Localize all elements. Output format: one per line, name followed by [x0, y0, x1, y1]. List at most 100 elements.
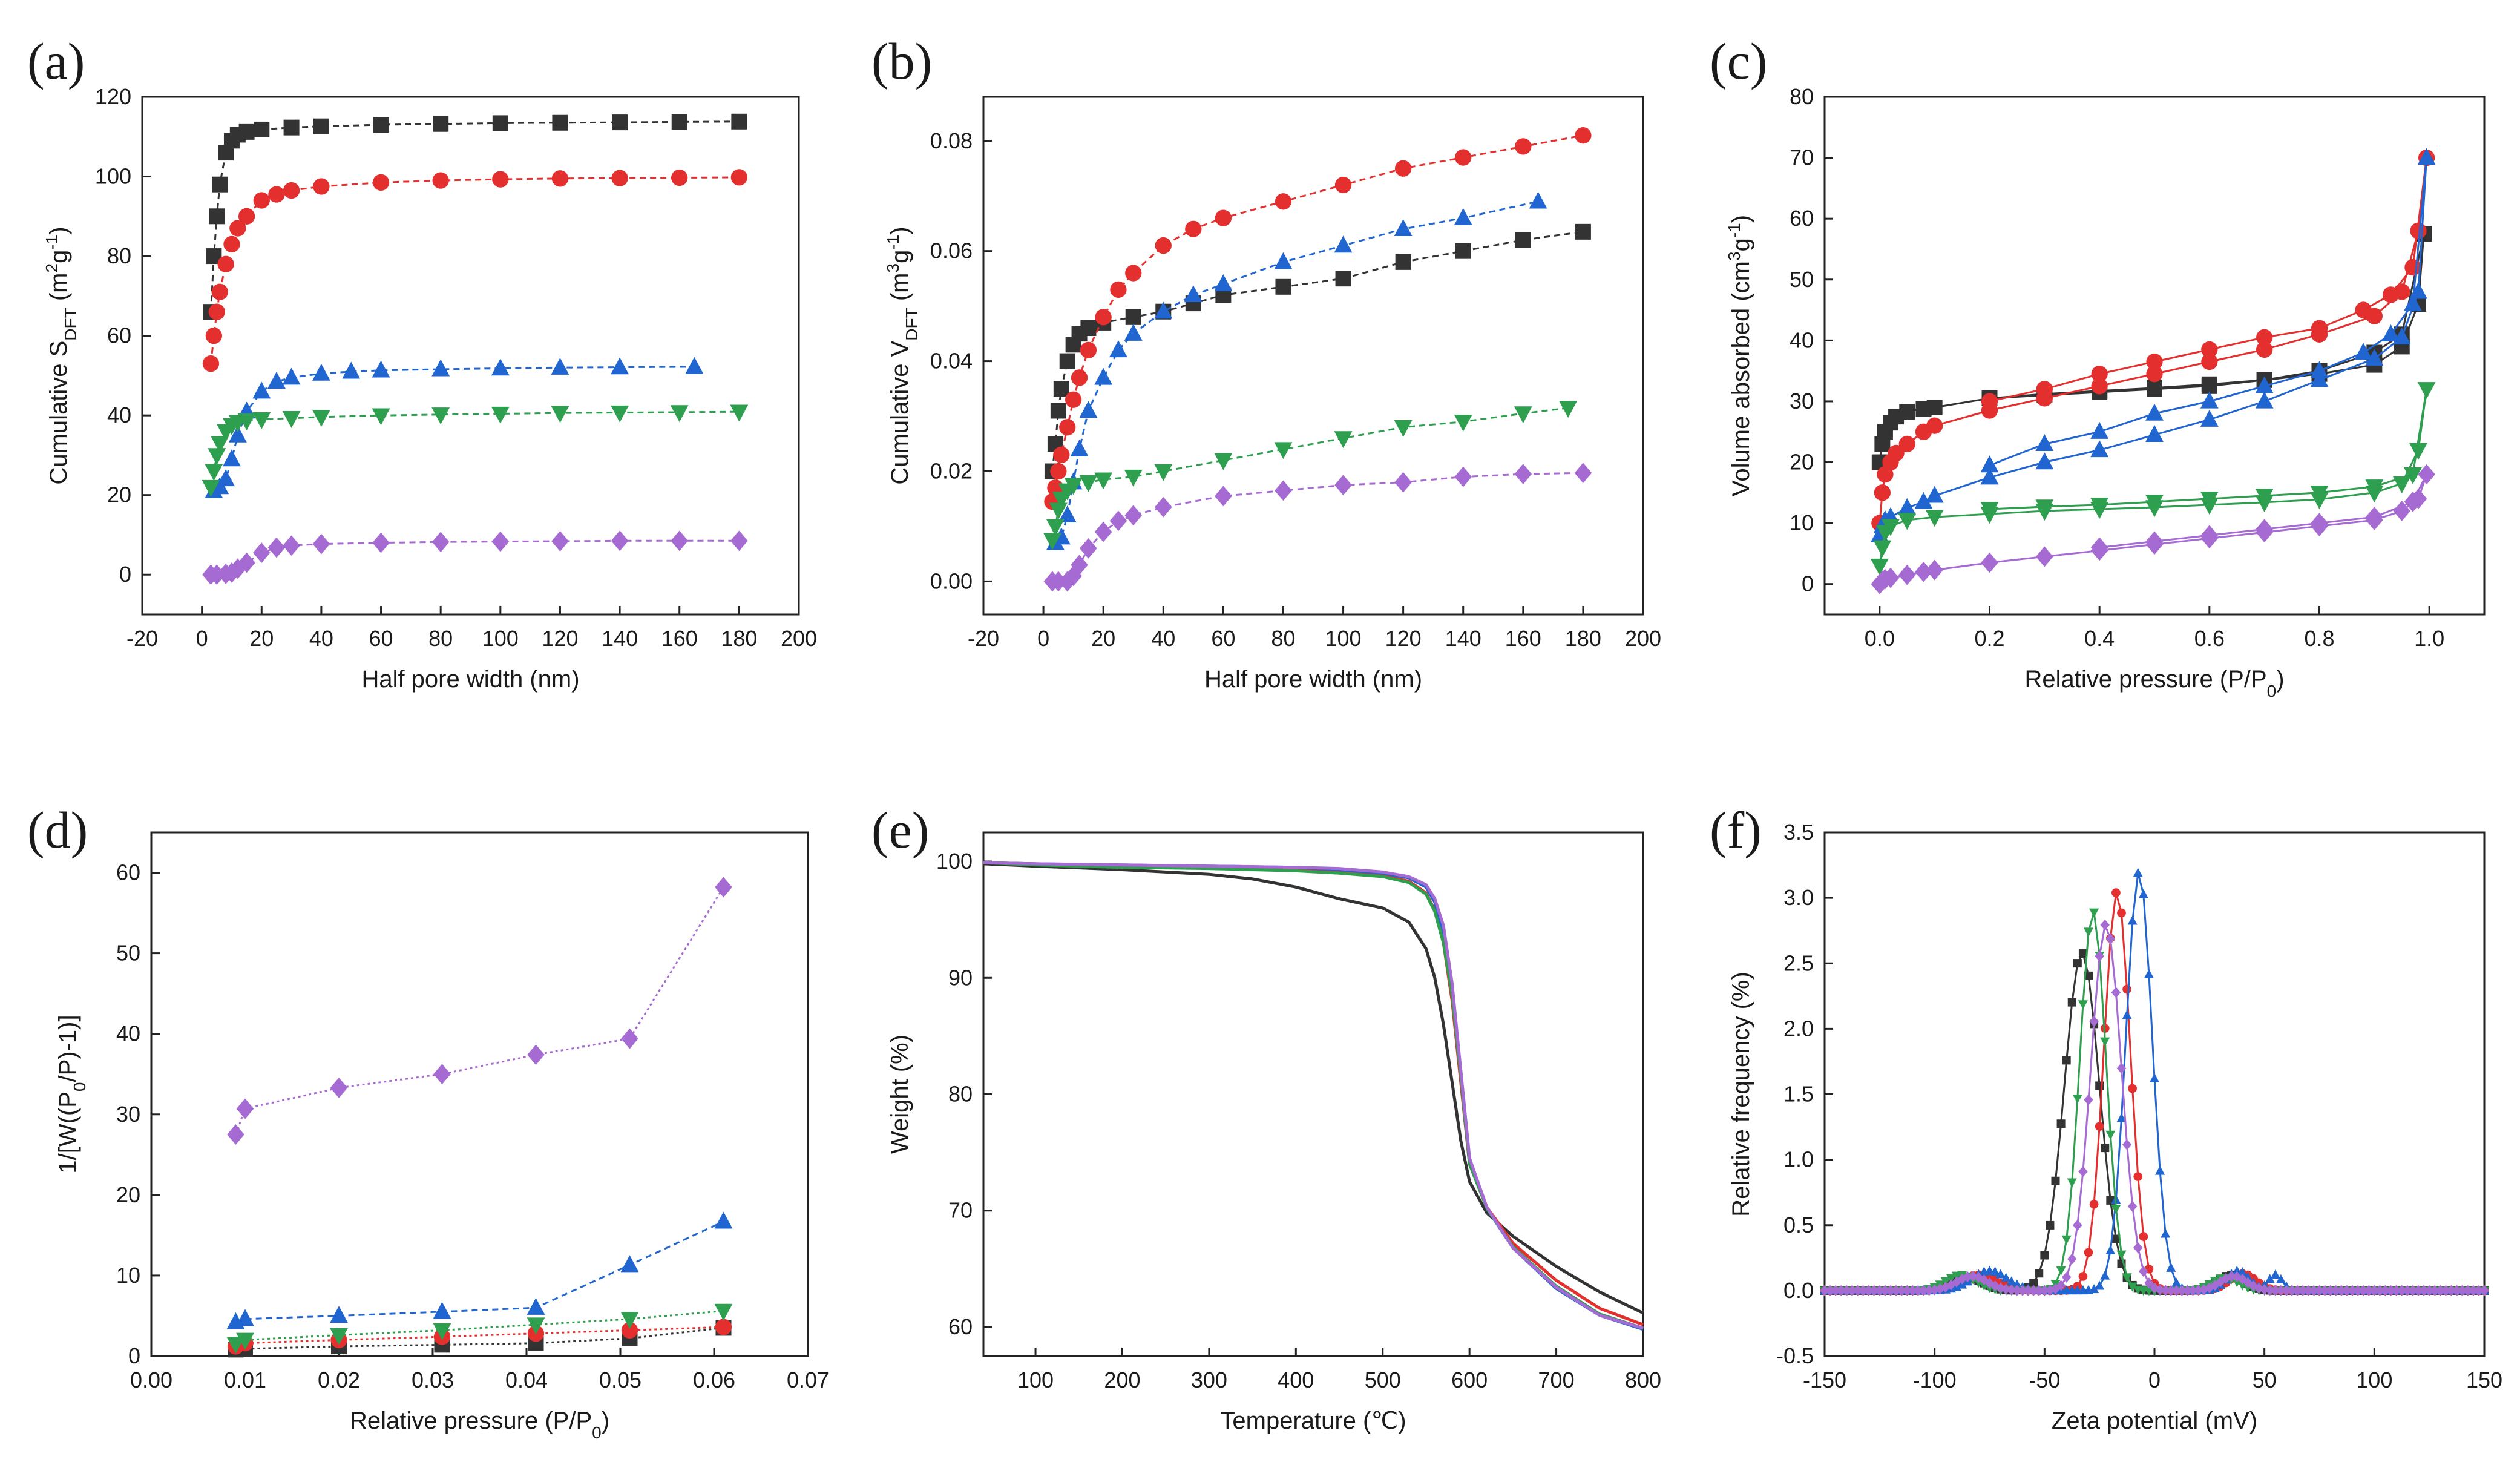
data-point	[2145, 531, 2164, 552]
data-point	[2391, 1285, 2401, 1296]
data-point	[2226, 1271, 2236, 1282]
data-point	[1918, 1285, 1929, 1296]
data-point	[2320, 1285, 2330, 1296]
data-point	[1394, 472, 1412, 493]
data-point	[1275, 193, 1292, 210]
data-point	[1926, 417, 1943, 434]
data-point	[431, 532, 450, 553]
data-point	[620, 1312, 639, 1329]
data-point	[2111, 1204, 2121, 1214]
data-point	[551, 531, 569, 552]
y-tick-label: 20	[116, 1182, 140, 1207]
data-point	[252, 412, 271, 429]
data-point	[2084, 1094, 2093, 1105]
data-point	[1094, 521, 1112, 542]
data-point	[730, 530, 748, 552]
data-point	[2255, 391, 2274, 409]
x-axis-title: Half pore width (nm)	[1204, 666, 1422, 693]
series-line	[1879, 157, 2428, 524]
data-point	[1109, 340, 1127, 358]
data-point	[373, 117, 389, 133]
data-point	[2171, 1277, 2182, 1287]
y-tick-label: 2.0	[1783, 1016, 1814, 1041]
data-point	[2084, 1248, 2093, 1257]
data-point	[1043, 533, 1061, 550]
data-point	[1946, 1274, 1956, 1283]
series-line	[209, 176, 740, 364]
series-line	[1052, 472, 1583, 582]
x-tick-label: 20	[249, 626, 274, 651]
data-point	[209, 208, 225, 225]
data-point	[2155, 1165, 2165, 1175]
data-point	[2105, 1130, 2116, 1140]
x-tick-label: 0.05	[599, 1368, 641, 1392]
data-point	[1995, 1269, 2006, 1279]
data-point	[2271, 1285, 2280, 1296]
data-point	[2479, 1285, 2489, 1296]
data-point	[2116, 1062, 2127, 1074]
data-point	[2200, 391, 2219, 409]
x-tick-label: 100	[482, 626, 519, 651]
x-tick-label: 100	[2356, 1368, 2392, 1392]
data-point	[1902, 1285, 1912, 1296]
data-point	[1184, 285, 1203, 303]
x-tick-label: 0	[2148, 1368, 2161, 1392]
x-tick-label: 0.6	[2194, 626, 2225, 651]
y-tick-label: 40	[1790, 328, 1814, 352]
data-point	[2193, 1285, 2203, 1296]
data-point	[2029, 1285, 2038, 1296]
data-point	[1274, 442, 1293, 459]
x-tick-label: 0	[196, 626, 208, 651]
data-point	[2216, 1276, 2225, 1288]
data-point	[2199, 1283, 2209, 1296]
data-point	[2386, 1285, 2396, 1296]
data-point	[1154, 496, 1172, 518]
data-point	[1274, 252, 1293, 269]
data-point	[2474, 1285, 2484, 1296]
data-point	[217, 469, 235, 487]
x-tick-label: 700	[1538, 1368, 1575, 1392]
data-point	[1334, 431, 1353, 449]
data-point	[2408, 1285, 2418, 1296]
data-point	[2441, 1285, 2451, 1296]
x-tick-label: 20	[1091, 626, 1115, 651]
plot-frame	[150, 831, 809, 1357]
data-point	[2035, 499, 2054, 517]
data-point	[2061, 1235, 2072, 1245]
data-point	[211, 436, 229, 453]
series-red	[1044, 127, 1592, 510]
data-point	[2006, 1276, 2016, 1286]
data-point	[2051, 1176, 2060, 1185]
x-tick-label: 800	[1625, 1368, 1661, 1392]
data-point	[1980, 467, 1999, 485]
data-point	[1875, 1285, 1885, 1296]
data-point	[1050, 403, 1066, 419]
data-point	[492, 115, 508, 131]
y-tick-label: 0	[119, 562, 131, 587]
data-point	[2256, 341, 2273, 358]
data-point	[1514, 464, 1532, 484]
series-green	[226, 1303, 733, 1354]
data-point	[2127, 1282, 2138, 1292]
panel-label: (f)	[1710, 801, 1762, 859]
data-point	[2369, 1285, 2380, 1296]
data-point	[2083, 927, 2094, 937]
y-tick-label: 3.5	[1783, 820, 1814, 845]
data-point	[2417, 148, 2436, 165]
x-tick-label: 0.04	[505, 1368, 548, 1392]
data-point	[2366, 507, 2383, 527]
data-point	[1858, 1285, 1868, 1296]
data-point	[1071, 555, 1088, 576]
data-point	[1394, 219, 1413, 236]
x-tick-label: 80	[1271, 626, 1295, 651]
data-point	[2050, 1283, 2061, 1295]
panel-d: (d) 0.00 0.01 0.02 0.03 0.04 0.05 0.06 0.07 0 10 20…	[27, 801, 829, 1442]
x-tick-label: 0.07	[787, 1368, 829, 1392]
data-point	[491, 406, 510, 424]
series-purple	[983, 861, 1644, 1330]
x-tick-label: 150	[2466, 1368, 2502, 1392]
data-point	[1574, 463, 1592, 484]
data-point	[431, 407, 450, 425]
data-point	[2364, 1285, 2374, 1296]
data-point	[208, 564, 226, 585]
